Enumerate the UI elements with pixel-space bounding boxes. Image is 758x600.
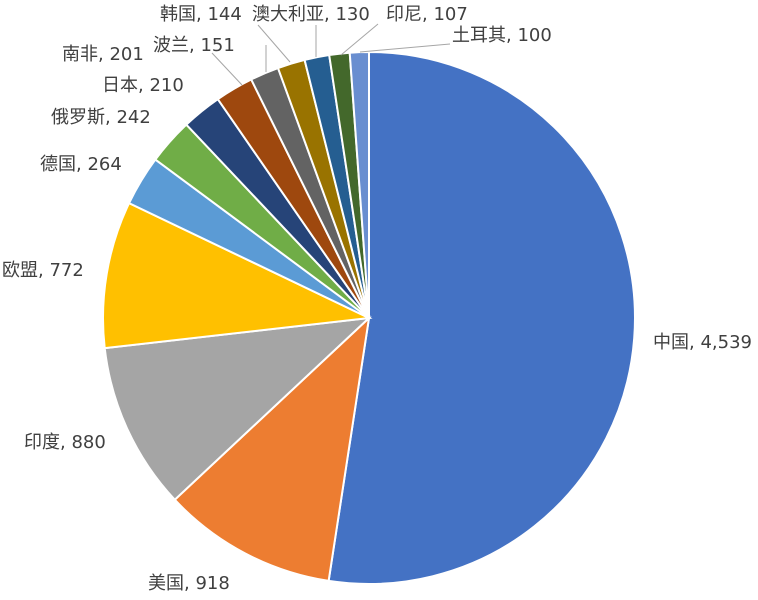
data-label-0: 中国, 4,539 bbox=[653, 332, 752, 353]
data-label-9: 韩国, 144 bbox=[160, 4, 242, 25]
pie-slice-0 bbox=[327, 50, 636, 585]
leader-lines bbox=[211, 23, 451, 86]
data-labels: 中国, 4,539 美国, 918 印度, 880 欧盟, 772 德国, 264 俄罗斯… bbox=[2, 4, 752, 594]
data-label-12: 土耳其, 100 bbox=[452, 25, 552, 46]
pie-slice-2 bbox=[103, 316, 372, 502]
data-label-11: 印尼, 107 bbox=[386, 4, 468, 25]
pie-slices bbox=[102, 50, 636, 585]
data-label-8: 波兰, 151 bbox=[153, 35, 235, 56]
data-label-6: 日本, 210 bbox=[102, 75, 184, 96]
leader-line-9 bbox=[257, 24, 291, 63]
leader-line-7 bbox=[211, 52, 243, 86]
pie-slice-12 bbox=[348, 50, 370, 319]
data-label-1: 美国, 918 bbox=[148, 573, 230, 594]
leader-line-11 bbox=[340, 23, 379, 56]
pie-slice-3 bbox=[102, 201, 373, 350]
data-label-4: 德国, 264 bbox=[40, 154, 122, 175]
data-label-7: 南非, 201 bbox=[62, 44, 144, 65]
data-label-10: 澳大利亚, 130 bbox=[252, 4, 370, 25]
data-label-2: 印度, 880 bbox=[24, 432, 106, 453]
leader-line-12 bbox=[359, 43, 451, 53]
pie-slice-1 bbox=[173, 315, 371, 583]
data-label-3: 欧盟, 772 bbox=[2, 260, 84, 281]
data-label-5: 俄罗斯, 242 bbox=[51, 107, 151, 128]
